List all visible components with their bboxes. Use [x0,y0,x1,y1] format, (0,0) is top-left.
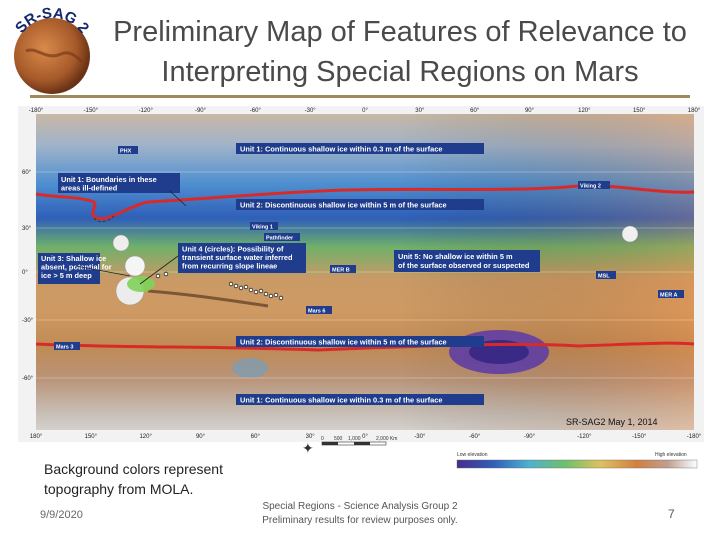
scale-label: 500 [334,436,343,442]
footer-line-2: Preliminary results for review purposes … [262,515,458,526]
lat-tick: -30° [22,318,34,324]
lander-mer-a: MER A [660,293,678,299]
top-tick: 90° [525,108,535,114]
boundary-note-label: Unit 1: Boundaries in these areas ill-def… [61,175,157,193]
top-tick: 60° [470,108,480,114]
bottom-tick: 90° [196,434,206,440]
footer-center: Special Regions - Science Analysis Group… [220,500,500,528]
graticule [36,171,694,379]
unit1-north-label: Unit 1: Continuous shallow ice within 0.… [240,145,442,154]
caption: Background colors represent topography f… [44,459,223,499]
boundary-note-line: Unit 1: Boundaries in these [61,175,157,184]
bottom-tick: 120° [139,434,152,440]
bottom-tick: 150° [85,434,98,440]
lat-tick: 0° [22,270,28,276]
top-tick: 120° [578,108,591,114]
top-tick: -120° [138,108,153,114]
unit2-north-label: Unit 2: Discontinuous shallow ice within… [240,201,447,210]
top-tick: 0° [362,108,368,114]
caption-line-2: topography from MOLA. [44,481,194,497]
unit4-text-line: Unit 4 (circles): Possibility of [182,245,284,254]
unit3-label: Unit 3: Shallow ice absent, potential for… [41,254,112,280]
unit5-label: Unit 5: No shallow ice within 5 m of the … [398,252,530,270]
caption-line-1: Background colors represent [44,461,223,477]
sr-sag2-logo: SR-SAG 2 [12,6,92,94]
lander-mars3: Mars 3 [56,345,73,351]
lander-msl: MSL [598,274,610,280]
bottom-tick: -120° [577,434,592,440]
lander-viking1: Viking 1 [252,225,273,231]
elevation-legend: Low elevation High elevation [456,452,698,469]
scale-bar: 0 500 1,000 2,000 Km [321,436,397,446]
unit4-text-line: from recurring slope lineae [182,262,277,271]
lander-mer-b: MER B [332,268,350,274]
unit2-south-label: Unit 2: Discontinuous shallow ice within… [240,338,447,347]
unit4-rsl-circles [155,271,284,301]
unit4-text-line: transient surface water inferred [182,253,293,262]
lat-tick: -60° [22,376,34,382]
unit1-south-label: Unit 1: Continuous shallow ice within 0.… [240,396,442,405]
boundary-note-line: areas ill-defined [61,184,118,193]
top-tick: -90° [195,108,207,114]
map-canvas: -180° -150° -120° -90° -60° -30° 0° 30° … [18,106,704,442]
bottom-tick: 180° [30,434,43,440]
unit4-label: Unit 4 (circles): Possibility of transien… [182,245,293,271]
unit3-text-line: absent, potential for [41,263,112,272]
bottom-tick: -180° [687,434,702,440]
mars-map: -180° -150° -120° -90° -60° -30° 0° 30° … [18,106,704,442]
top-tick: -180° [29,108,44,114]
bottom-tick: -60° [469,434,481,440]
legend-low: Low elevation [457,452,488,458]
footer-line-1: Special Regions - Science Analysis Group… [262,501,458,512]
bottom-tick: 30° [306,434,316,440]
top-tick: 150° [633,108,646,114]
unit3-text-line: ice > 5 m deep [41,271,92,280]
bottom-tick: 60° [251,434,261,440]
scale-label: 0 [321,436,324,442]
north-arrow-icon: ✦ [302,440,314,456]
title-line-1: Preliminary Map of Features of Relevance… [113,16,687,48]
lander-phx: PHX [120,149,132,155]
page-number: 7 [668,507,675,521]
bottom-tick: -90° [524,434,536,440]
top-tick: -30° [305,108,317,114]
page-title: Preliminary Map of Features of Relevance… [100,12,700,92]
bottom-tick: -150° [632,434,647,440]
scale-label: 1,000 [348,436,361,442]
scale-label: 2,000 Km [376,436,397,442]
title-line-2: Interpreting Special Regions on Mars [161,56,639,88]
unit5-text-line: of the surface observed or suspected [398,261,530,270]
bottom-tick: -30° [414,434,426,440]
map-credit: SR-SAG2 May 1, 2014 [566,417,658,427]
lat-tick: 60° [22,170,32,176]
lander-mars6: Mars 6 [308,309,325,315]
unit3-text-line: Unit 3: Shallow ice [41,254,106,263]
top-tick: 180° [688,108,701,114]
title-divider [30,95,690,98]
top-tick: -60° [250,108,262,114]
lander-pathfinder: Pathfinder [266,236,294,242]
bottom-tick: 0° [362,434,368,440]
lat-tick: 30° [22,226,32,232]
footer-date: 9/9/2020 [40,509,83,521]
legend-high: High elevation [655,452,687,458]
unit5-text-line: Unit 5: No shallow ice within 5 m [398,252,513,261]
lander-viking2: Viking 2 [580,184,601,190]
top-tick: 30° [415,108,425,114]
top-tick: -150° [84,108,99,114]
